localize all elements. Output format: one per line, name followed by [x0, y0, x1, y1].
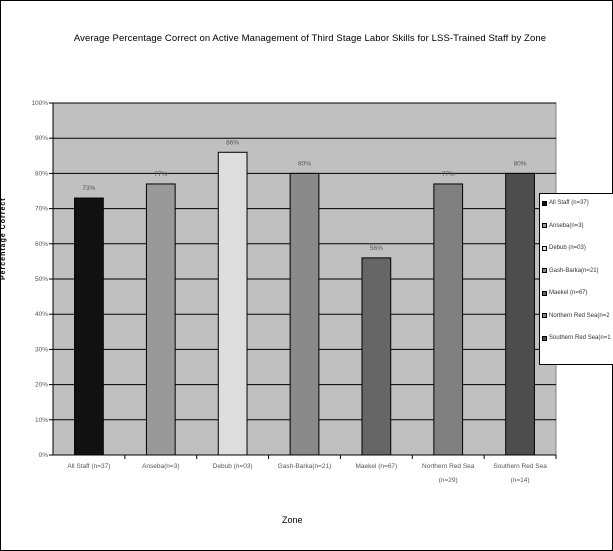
- x-axis-label: Zone: [282, 515, 303, 525]
- bar-value-label: 77%: [442, 171, 455, 178]
- y-tick-label: 70%: [35, 206, 48, 213]
- y-tick-label: 40%: [35, 311, 48, 318]
- bar: [145, 183, 176, 456]
- y-tick-label: 90%: [35, 135, 48, 142]
- legend-swatch: [542, 335, 547, 341]
- y-tick-label: 20%: [35, 382, 48, 389]
- x-tick-label: Northern Red Sea: [422, 463, 475, 470]
- legend-label: Northern Red Sea(n=2: [549, 312, 610, 319]
- legend-label: All Staff (n=37): [549, 200, 589, 206]
- legend-swatch: [542, 313, 547, 318]
- x-tick-label: Anseba(n=3): [142, 463, 179, 470]
- legend-item: Southern Red Sea(n=1: [542, 335, 611, 341]
- legend-swatch: [542, 245, 547, 251]
- bar-value-label: 80%: [298, 160, 311, 167]
- bar: [433, 183, 464, 456]
- legend-swatch: [542, 268, 547, 273]
- x-tick-label: Gash-Barka(n=21): [278, 463, 332, 470]
- legend-label: Maekel (n=67): [549, 290, 588, 296]
- x-tick-label: (n=29): [439, 477, 458, 484]
- y-axis-label: Percentage Correct: [0, 197, 7, 280]
- chart-title: Average Percentage Correct on Active Man…: [73, 33, 547, 44]
- bar: [361, 257, 392, 456]
- y-tick-label: 100%: [31, 100, 48, 107]
- bar: [74, 197, 104, 456]
- legend-swatch: [542, 223, 547, 228]
- legend-label: Anseba(n=3): [549, 222, 584, 229]
- x-tick-label: Debub (n=03): [213, 463, 253, 470]
- legend-swatch: [542, 200, 547, 206]
- legend-label: Southern Red Sea(n=1: [549, 335, 611, 341]
- y-tick-label: 0%: [39, 452, 49, 459]
- legend-item: Gash-Barka(n=21): [542, 268, 599, 274]
- y-tick-label: 10%: [35, 417, 48, 424]
- bar: [505, 172, 535, 456]
- x-tick-label: Southern Red Sea: [493, 463, 547, 470]
- legend-swatch: [542, 290, 547, 296]
- y-tick-label: 30%: [35, 346, 48, 353]
- bar-value-label: 73%: [82, 185, 95, 192]
- legend-item: Anseba(n=3): [542, 223, 584, 229]
- bar-value-label: 77%: [154, 171, 167, 178]
- x-tick-label: (n=14): [511, 477, 530, 484]
- legend-item: Debub (n=03): [542, 245, 586, 251]
- legend-label: Gash-Barka(n=21): [549, 267, 599, 274]
- bar-value-label: 56%: [370, 245, 383, 252]
- y-tick-label: 80%: [35, 170, 48, 177]
- bar: [217, 151, 248, 456]
- bar-value-label: 86%: [226, 139, 239, 146]
- x-tick-label: Maekel (n=67): [355, 463, 397, 470]
- legend-label: Debub (n=03): [549, 245, 586, 251]
- x-tick-label: All Staff (n=37): [67, 463, 110, 470]
- bar: [289, 172, 320, 456]
- legend-item: Northern Red Sea(n=2: [542, 313, 610, 319]
- chart-legend: All Staff (n=37) Anseba(n=3) Debub (n=03) G…: [539, 193, 613, 365]
- bar-value-label: 80%: [514, 160, 527, 167]
- y-tick-label: 50%: [35, 276, 48, 283]
- y-tick-label: 60%: [35, 241, 48, 248]
- legend-item: All Staff (n=37): [542, 200, 589, 206]
- legend-item: Maekel (n=67): [542, 290, 588, 296]
